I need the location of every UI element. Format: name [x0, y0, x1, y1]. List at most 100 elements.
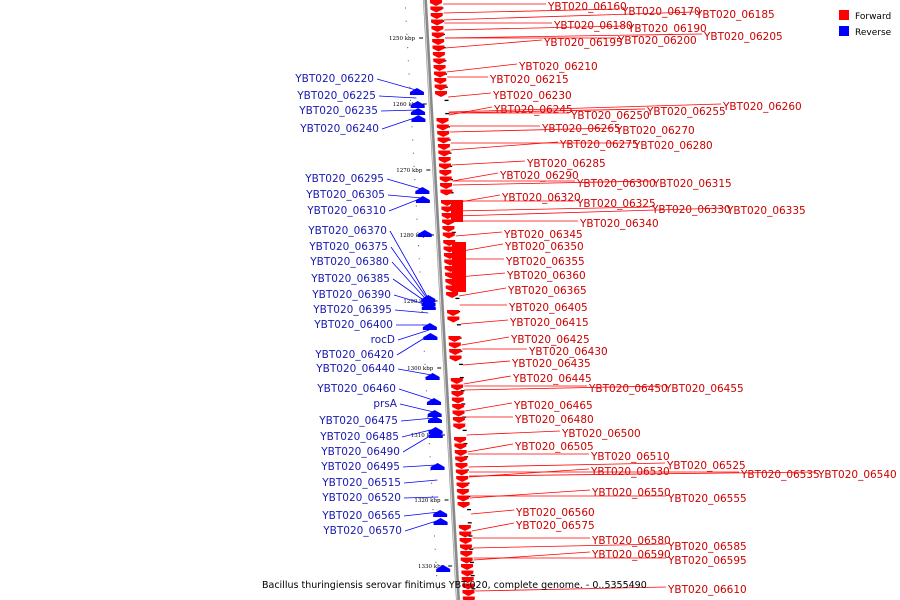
reverse-label: YBT020_06375	[308, 241, 388, 253]
forward-label: YBT020_06320	[501, 192, 581, 204]
forward-label: YBT020_06210	[518, 61, 598, 73]
forward-label: YBT020_06195	[543, 37, 623, 49]
forward-feature	[430, 0, 442, 6]
reverse-leader-line	[402, 464, 437, 468]
forward-feature	[451, 391, 464, 397]
reverse-label: YBT020_06220	[294, 73, 374, 85]
reverse-feature	[423, 333, 438, 340]
reverse-feature	[428, 427, 443, 434]
forward-label: YBT020_06425	[510, 334, 590, 346]
reverse-leader-line	[376, 78, 417, 91]
forward-feature	[430, 13, 443, 19]
forward-label: YBT020_06510	[590, 451, 670, 463]
forward-leader-line	[462, 360, 511, 366]
forward-leader-line	[445, 39, 543, 49]
reverse-label: YBT020_06460	[316, 383, 396, 395]
forward-label: YBT020_06540	[817, 469, 897, 481]
forward-feature	[432, 39, 445, 45]
forward-feature	[454, 450, 467, 456]
legend-forward-label: Forward	[855, 12, 891, 22]
forward-feature	[447, 310, 460, 316]
reverse-leader-line	[403, 479, 438, 484]
forward-leader-line	[451, 160, 526, 166]
forward-feature	[441, 206, 454, 213]
forward-feature	[438, 150, 451, 157]
reverse-leader-line	[394, 309, 429, 314]
forward-feature	[441, 213, 454, 219]
forward-feature	[430, 6, 443, 13]
forward-feature	[441, 200, 453, 206]
reverse-label: YBT020_06400	[313, 319, 393, 331]
forward-feature	[458, 525, 471, 531]
forward-feature	[452, 410, 465, 417]
reverse-label: rocD	[371, 334, 395, 346]
forward-feature	[456, 482, 469, 489]
forward-feature	[451, 397, 464, 404]
minor-dot	[419, 271, 421, 273]
forward-feature	[457, 502, 470, 508]
forward-feature	[438, 163, 451, 170]
reverse-label: YBT020_06485	[319, 431, 399, 443]
minor-dot	[424, 363, 426, 365]
forward-feature	[432, 45, 445, 52]
forward-feature	[439, 170, 452, 176]
tick-label: 1320 kbp	[414, 498, 441, 504]
minor-dot	[415, 205, 417, 207]
forward-label: YBT020_06335	[726, 205, 806, 217]
reverse-label: prsA	[373, 398, 397, 410]
minor-dot	[413, 165, 415, 167]
minor-dot	[425, 390, 428, 392]
forward-label: YBT020_06315	[652, 178, 732, 190]
forward-label: YBT020_06280	[633, 140, 713, 152]
forward-leader-line	[472, 543, 667, 549]
forward-label: YBT020_06355	[505, 256, 585, 268]
forward-feature	[455, 463, 468, 469]
reverse-feature	[433, 518, 448, 525]
forward-leader-line	[452, 180, 652, 186]
reverse-label: YBT020_06440	[315, 363, 395, 375]
forward-leader-line	[468, 462, 666, 468]
reverse-label: YBT020_06395	[312, 304, 392, 316]
reverse-leader-line	[396, 334, 430, 356]
forward-feature	[456, 476, 469, 482]
forward-leader-line	[463, 375, 512, 385]
forward-label: YBT020_06180	[553, 20, 633, 32]
minor-dot	[407, 47, 409, 49]
forward-label: YBT020_06290	[499, 170, 579, 182]
forward-leader-line	[460, 319, 509, 325]
reverse-label: YBT020_06570	[322, 525, 402, 537]
forward-feature	[454, 443, 467, 450]
minor-dot	[417, 245, 420, 247]
minor-dot	[430, 482, 433, 484]
reverse-label: YBT020_06380	[309, 256, 389, 268]
reverse-label: YBT020_06520	[321, 492, 401, 504]
forward-feature	[434, 84, 447, 91]
forward-label: YBT020_06550	[591, 487, 671, 499]
forward-label: YBT020_06160	[547, 1, 627, 13]
reverse-leader-line	[381, 116, 418, 130]
reverse-feature	[422, 323, 437, 330]
reverse-labels: YBT020_06220 YBT020_06225 YBT020_06235 YBT0…	[294, 73, 440, 537]
minor-dot	[411, 126, 413, 128]
minor-dot	[417, 231, 419, 233]
forward-feature	[433, 58, 446, 65]
forward-label: YBT020_06445	[512, 373, 592, 385]
forward-leader-line	[450, 127, 615, 133]
forward-feature	[452, 404, 465, 410]
forward-feature	[433, 71, 446, 78]
forward-label: YBT020_06415	[509, 317, 589, 329]
reverse-feature	[427, 410, 442, 417]
forward-feature	[454, 437, 467, 443]
forward-leader-line	[465, 402, 513, 412]
minor-dot	[406, 33, 408, 36]
forward-leader-line	[461, 336, 510, 346]
reverse-label: YBT020_06295	[304, 173, 384, 185]
reverse-feature	[427, 416, 442, 423]
reverse-label: YBT020_06490	[320, 446, 400, 458]
forward-feature	[462, 583, 475, 590]
forward-feature	[459, 544, 472, 551]
forward-label: YBT020_06535	[740, 469, 820, 481]
forward-leader-line	[469, 489, 591, 499]
